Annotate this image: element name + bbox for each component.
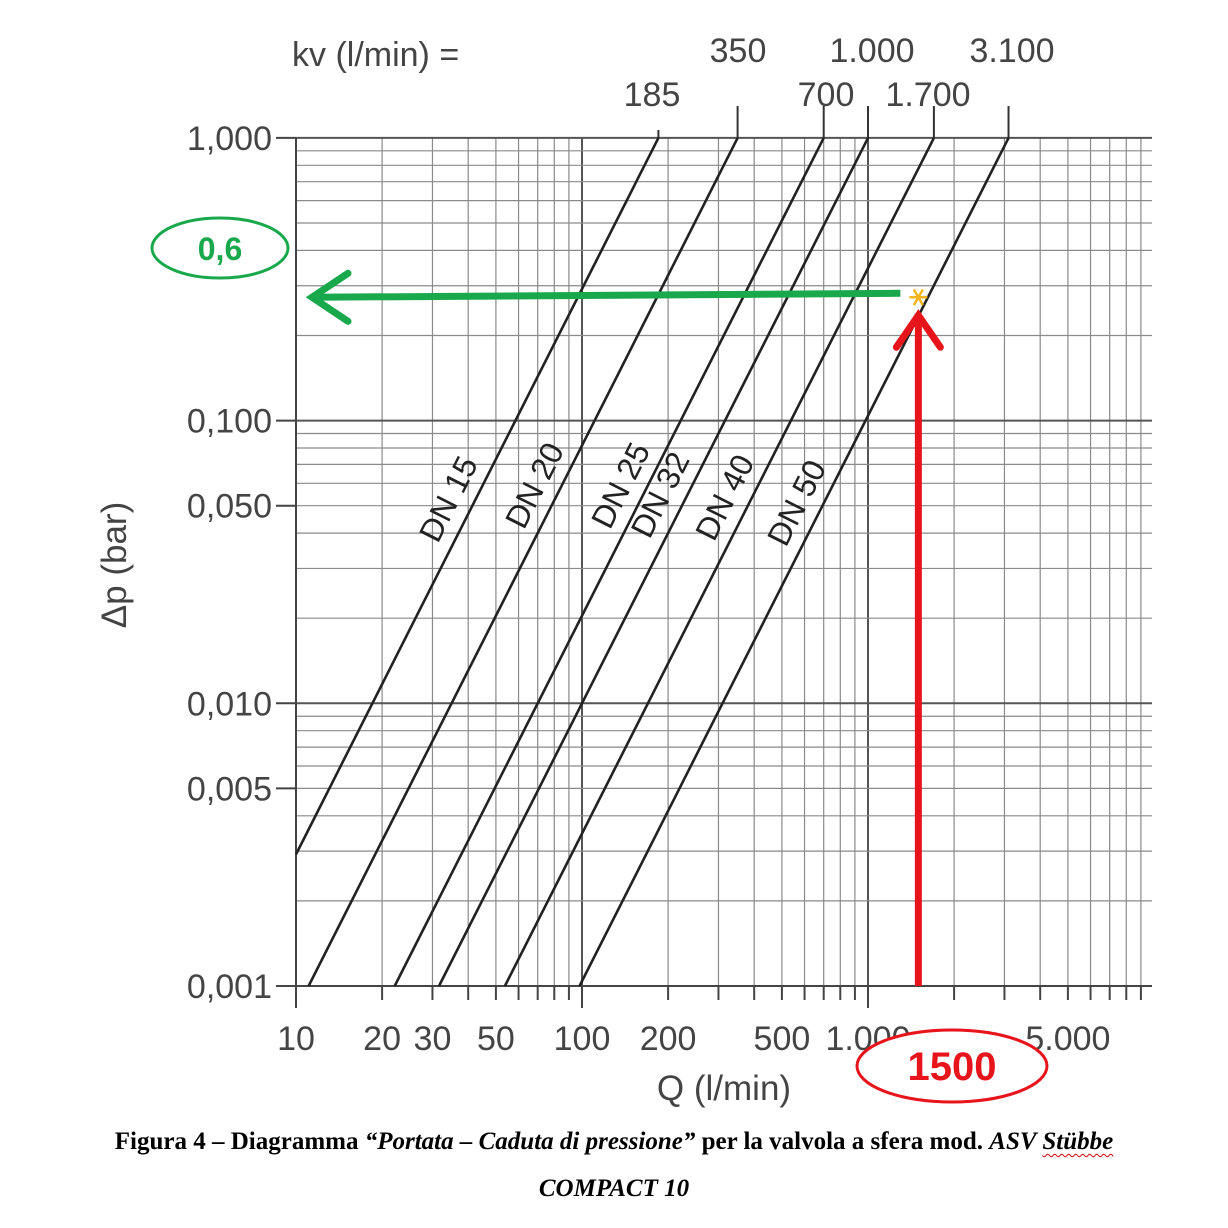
- pressure-arrow-head: [305, 269, 352, 325]
- caption-brand: ASV: [989, 1128, 1043, 1155]
- y-axis-label: Δp (bar): [95, 502, 134, 628]
- x-tick-label: 20: [363, 1020, 401, 1058]
- kv-label: 350: [710, 32, 767, 70]
- kv-label: 700: [798, 76, 855, 114]
- kv-label: 1.000: [829, 32, 914, 70]
- y-tick-label: 0,050: [187, 488, 272, 526]
- x-tick-label: 50: [477, 1020, 515, 1058]
- caption-model: COMPACT 10: [538, 1175, 690, 1202]
- caption-title: “Portata – Caduta di pressione”: [364, 1128, 696, 1155]
- series-line-dn-25: [393, 137, 825, 987]
- caption-middle: per la valvola a sfera mod.: [695, 1128, 990, 1155]
- figure-caption-line-1: Figura 4 – Diagramma “Portata – Caduta d…: [0, 1128, 1228, 1156]
- x-tick-label: 10: [277, 1020, 315, 1058]
- kv-label: 185: [624, 76, 681, 114]
- series-line-dn-50: [578, 137, 1010, 987]
- series-line-dn-20: [307, 137, 739, 987]
- series-label: DN 50: [760, 454, 833, 551]
- y-tick-label: 0,005: [187, 770, 272, 808]
- series-line-dn-32: [437, 137, 870, 987]
- pressure-value-label: 0,6: [198, 231, 242, 267]
- pressure-arrow: [311, 289, 901, 301]
- kv-label: 1.700: [885, 76, 970, 114]
- intersection-marker: [909, 288, 928, 306]
- kv-header: kv (l/min) =: [292, 36, 459, 74]
- series-label: DN 40: [688, 449, 761, 546]
- x-tick-label: 100: [554, 1020, 611, 1058]
- x-tick-label: 30: [414, 1020, 452, 1058]
- flow-value-ellipse: [855, 1028, 1049, 1104]
- series-line-dn-15: [294, 137, 660, 855]
- flow-arrow-head: [892, 309, 944, 351]
- y-tick-label: 0,010: [187, 685, 272, 723]
- caption-brand-name: Stübbe: [1042, 1128, 1114, 1155]
- kv-label: 3.100: [969, 32, 1054, 70]
- x-tick-label: 500: [754, 1020, 811, 1058]
- pressure-value-ellipse: [150, 216, 290, 280]
- series-line-dn-40: [503, 137, 936, 987]
- y-tick-label: 0,100: [187, 403, 272, 441]
- y-tick-label: 0,001: [187, 968, 272, 1006]
- y-tick-label: 1,000: [187, 120, 272, 158]
- x-tick-label: 200: [640, 1020, 697, 1058]
- caption-prefix: Figura 4 – Diagramma: [114, 1128, 365, 1155]
- flow-value-label: 1500: [908, 1045, 997, 1089]
- series-label: DN 20: [498, 437, 571, 534]
- x-axis-label: Q (l/min): [657, 1069, 791, 1108]
